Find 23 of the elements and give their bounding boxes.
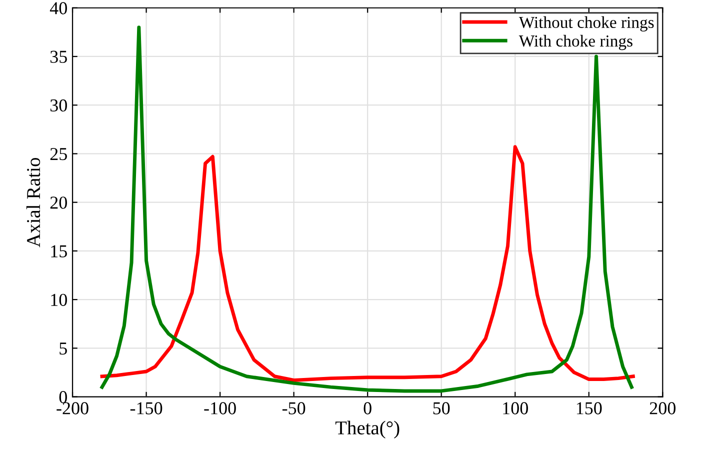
x-tick-label: 150: [576, 402, 602, 414]
x-tick-label: -100: [204, 402, 236, 414]
y-tick-label: 30: [50, 99, 67, 112]
y-tick-label: 15: [51, 245, 67, 258]
x-tick-label: -50: [282, 402, 306, 414]
y-tick-label: 10: [51, 294, 67, 306]
x-axis-title: Theta(°): [335, 420, 400, 438]
x-tick-label: 50: [433, 402, 450, 414]
line-series: [100, 145, 635, 382]
x-tick-label: -200: [56, 402, 88, 414]
x-tick-label: 100: [503, 402, 528, 414]
y-tick-label: 35: [50, 50, 67, 63]
y-tick-label: 20: [50, 196, 67, 209]
x-tick-label: 0: [364, 402, 372, 414]
y-axis-title: Axial Ratio: [26, 158, 40, 248]
legend-label: Without choke rings: [518, 16, 654, 32]
y-tick-label: 40: [50, 2, 67, 14]
y-tick-label: 0: [59, 391, 67, 404]
x-tick-label: -150: [130, 402, 162, 414]
y-tick-label: 5: [60, 342, 67, 355]
x-tick-label: 200: [650, 402, 676, 414]
legend-label: With choke rings: [518, 34, 632, 50]
y-tick-label: 25: [50, 148, 67, 160]
